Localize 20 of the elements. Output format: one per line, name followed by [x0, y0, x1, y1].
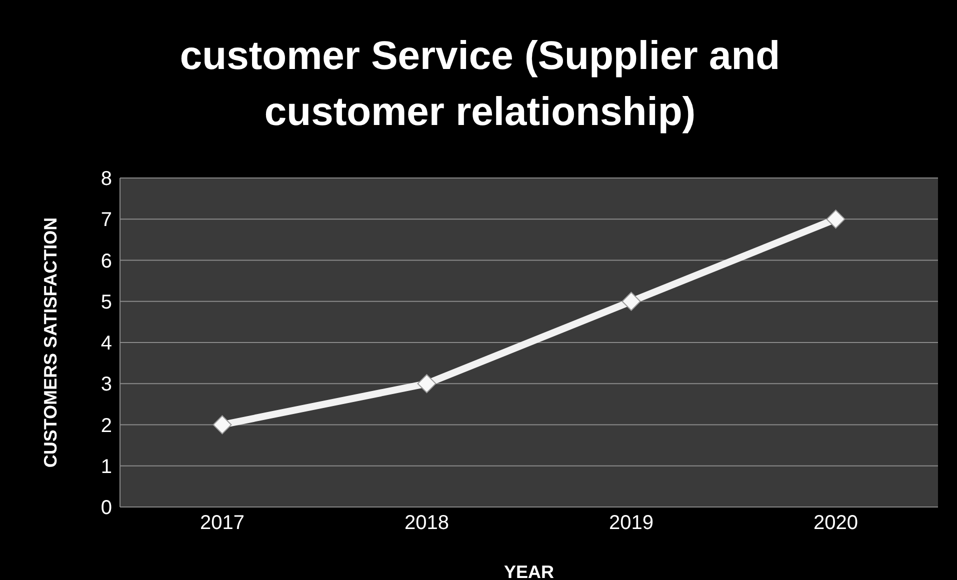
y-tick-label: 8	[100, 168, 112, 190]
y-tick-label: 6	[100, 250, 112, 272]
point	[212, 415, 232, 434]
y-tick-label: 3	[100, 374, 112, 396]
y-tick-label: 4	[100, 332, 112, 355]
y-tick-label: 0	[100, 497, 112, 520]
y-tick-label: 2	[100, 414, 112, 437]
y-tick-label: 7	[100, 209, 112, 232]
chart-title: customer Service (Supplier and customer relationship)	[178, 33, 782, 136]
x-tick-label: 2017	[200, 512, 244, 534]
point	[826, 210, 846, 229]
point	[417, 374, 436, 394]
x-tick-label: 2019	[609, 512, 654, 534]
y-tick-label: 5	[100, 291, 112, 314]
x-tick-label: 2018	[404, 512, 449, 534]
y-tick-label: 1	[100, 456, 112, 478]
x-axis-title: YEAR	[504, 562, 554, 580]
y-axis-title: CUSTOMERS SATISFACTION	[40, 217, 60, 468]
point	[622, 292, 641, 311]
x-tick-label: 2020	[814, 512, 858, 534]
